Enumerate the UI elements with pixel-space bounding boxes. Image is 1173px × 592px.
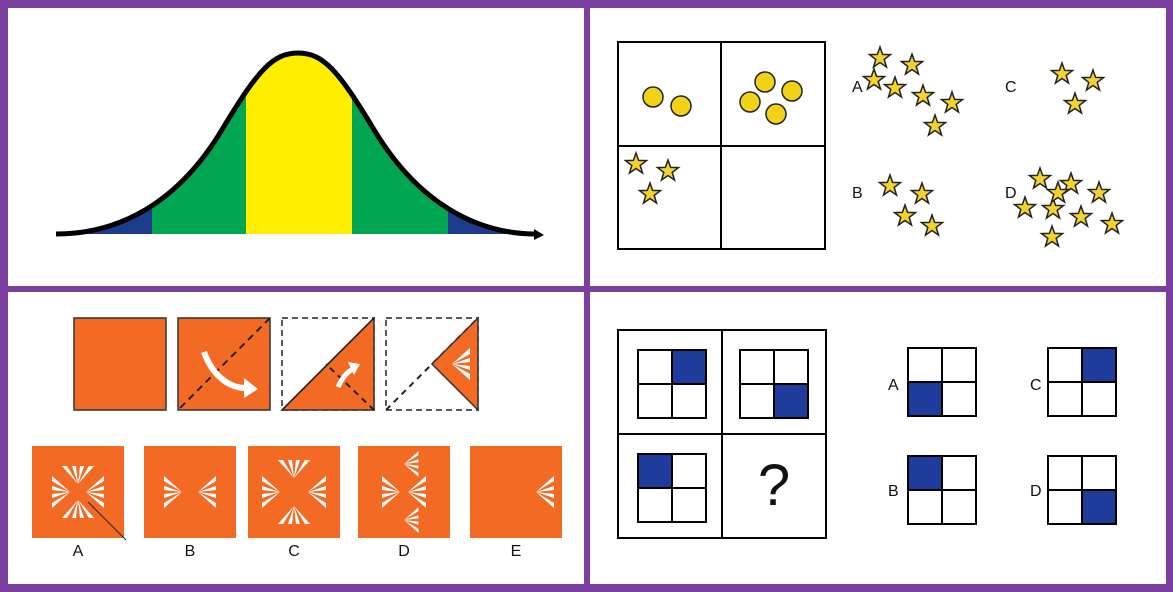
option-label: B [888,483,899,500]
band-left-outer [56,53,152,234]
star-option-d[interactable]: D [1005,167,1124,247]
cell-four-circles [739,71,803,125]
circle-icon [642,86,664,108]
option-label: B [852,185,863,202]
band-right-outer [448,53,540,234]
star-puzzle-panel: A C B D [590,8,1166,286]
grid-option-a[interactable]: A [888,347,977,417]
fold-option-b[interactable]: B [144,446,236,560]
option-label: E [511,543,522,560]
option-label: C [288,543,300,560]
fold-step-4 [385,316,479,412]
grid-puzzle-figure: ? A C B D [617,329,1117,539]
star-puzzle-figure: A C B D [617,41,1124,250]
option-label: B [185,543,196,560]
band-left-middle [152,53,246,234]
star-matrix [617,41,826,250]
curved-arrow-icon [201,350,247,391]
band-right-middle [352,53,448,234]
circle-icon [754,71,776,93]
bell-curve-panel [8,8,584,286]
band-center [246,53,352,234]
fold-step-1 [73,317,167,411]
fold-step-2 [177,317,271,411]
matrix-cell-top-left [637,349,707,419]
folding-puzzle-figure: A B C [32,316,562,560]
star-option-b[interactable]: B [852,174,944,236]
option-label: C [1005,79,1017,96]
cell-two-circles [642,86,692,117]
fold-option-a[interactable]: A [32,446,127,560]
folding-puzzle-panel: A B C [8,292,584,584]
circle-icon [739,91,761,113]
question-mark: ? [758,453,790,518]
grid-puzzle-panel: ? A C B D [590,292,1166,584]
grid-matrix: ? [617,329,827,539]
matrix-cell-bottom-left [637,453,707,523]
option-label: D [1030,483,1042,500]
circle-icon [670,95,692,117]
bell-curve-outline [55,50,537,237]
option-label: A [852,79,863,96]
fold-step-3 [280,316,375,411]
bell-curve-bands [56,53,540,234]
option-label: A [888,377,899,394]
fold-option-e[interactable]: E [470,446,562,560]
matrix-cell-top-right [739,349,809,419]
option-label: D [1005,185,1017,202]
star-option-a[interactable]: A [852,46,964,136]
grid-option-d[interactable]: D [1030,455,1117,525]
option-label: D [398,543,410,560]
circle-icon [765,103,787,125]
circle-icon [781,80,803,102]
star-option-c[interactable]: C [1005,62,1105,114]
fold-option-c[interactable]: C [248,446,340,560]
fold-option-d[interactable]: D [358,446,450,560]
bell-curve-figure [55,50,544,240]
grid-option-c[interactable]: C [1030,347,1117,417]
grid-option-b[interactable]: B [888,455,977,525]
option-label: A [73,543,84,560]
axis-arrow-icon [534,229,544,240]
option-label: C [1030,377,1042,394]
